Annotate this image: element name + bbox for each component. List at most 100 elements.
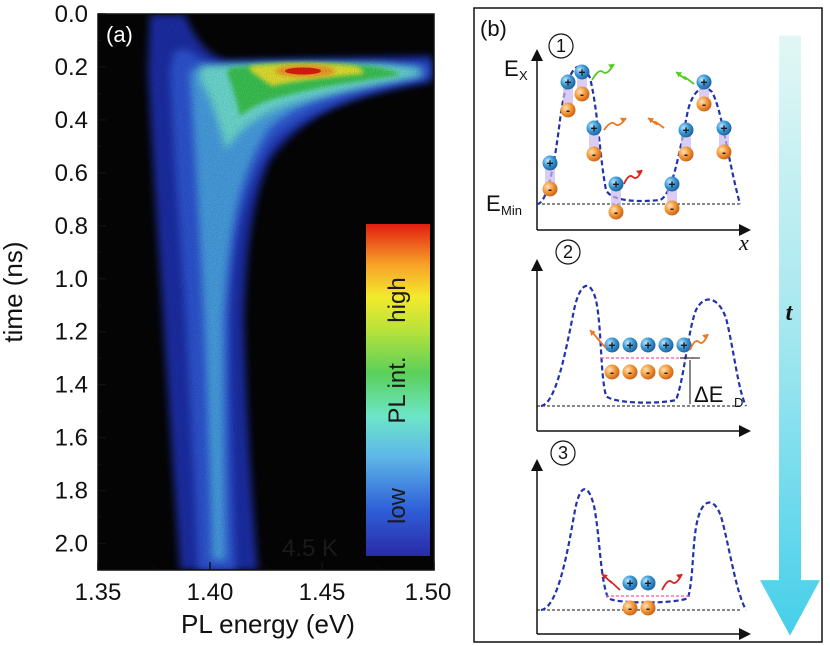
panel-b-label: (b)	[480, 16, 507, 41]
step-3-energy-profile	[540, 488, 747, 612]
step-1-ex-sub: X	[519, 68, 528, 83]
step-2-number: 2	[563, 242, 573, 262]
panel-a: high PL int. low (a) 4.5 K 1.35 1.40 1.45 1…	[0, 1, 451, 639]
step-2-diagram: 2 ΔE D +-+-+-+-+	[531, 239, 751, 437]
exciton-link	[611, 184, 621, 212]
colorbar-high-label: high	[384, 277, 411, 322]
y-axis-ticks: 0.0 0.2 0.4 0.6 0.8 1.0 1.2 1.4 1.6 1.8 2.0	[55, 1, 106, 571]
exciton-link	[681, 130, 691, 154]
hole-ball	[658, 337, 674, 353]
panel-a-label: (a)	[106, 22, 133, 47]
electron-ball	[622, 600, 638, 616]
photon-arrowhead	[608, 64, 614, 70]
photon-arrowhead	[590, 330, 596, 336]
x-tick-label: 1.45	[299, 579, 346, 606]
electron-ball	[586, 146, 602, 162]
photon-arrowhead	[648, 118, 654, 124]
y-tick-label: 2.0	[55, 531, 88, 558]
hole-sign: +	[682, 124, 689, 138]
electron-sign: -	[566, 104, 570, 118]
hole-ball	[622, 575, 638, 591]
hole-ball	[678, 122, 694, 138]
y-tick-label: 1.0	[55, 266, 88, 293]
y-tick-label: 0.8	[55, 213, 88, 240]
hole-sign: +	[700, 76, 707, 90]
y-tick-label: 0.2	[55, 54, 88, 81]
electron-ball	[696, 96, 712, 112]
exciton-link	[589, 128, 599, 154]
electron-sign: -	[628, 366, 632, 380]
step-1-diagram: 1 E X E Min x +-+-+-+- +-+-+-+-+-	[486, 33, 751, 255]
hole-ball	[604, 337, 620, 353]
step-1-ex-label: E	[504, 56, 519, 81]
photon-emission	[591, 63, 615, 81]
step-2-delta-sub: D	[734, 395, 743, 410]
exciton-link	[699, 82, 709, 104]
electron-ball	[574, 86, 590, 102]
y-tick-label: 1.6	[55, 425, 88, 452]
hole-sign: +	[644, 339, 651, 353]
photon-emission	[689, 333, 709, 351]
photon-arrowhead	[602, 574, 608, 580]
x-axis-title: PL energy (eV)	[181, 609, 355, 639]
time-arrow	[760, 35, 820, 636]
electron-ball	[658, 364, 674, 380]
exciton-link	[563, 82, 573, 110]
electron-sign: -	[646, 602, 650, 616]
step-1-energy-profile	[536, 65, 742, 206]
hole-sign: +	[546, 157, 553, 171]
electron-sign: -	[548, 183, 552, 197]
x-tick-label: 1.40	[187, 579, 234, 606]
photon-emission	[675, 71, 695, 85]
step-1-x-label: x	[738, 230, 749, 255]
y-tick-label: 0.6	[55, 160, 88, 187]
electron-ball	[608, 204, 624, 220]
step-1-number: 1	[556, 36, 566, 56]
photon-emission	[601, 573, 621, 591]
y-tick-label: 1.2	[55, 319, 88, 346]
electron-ball	[560, 102, 576, 118]
electron-sign: -	[646, 366, 650, 380]
photon-emission	[647, 117, 665, 129]
electron-ball	[716, 144, 732, 160]
step-3-number: 3	[558, 443, 568, 463]
photon-arrowhead	[702, 334, 708, 340]
colorbar-low-label: low	[384, 487, 411, 524]
exciton-link	[667, 184, 677, 208]
y-tick-label: 0.4	[55, 107, 88, 134]
electron-sign: -	[628, 602, 632, 616]
photon-emission	[603, 117, 627, 131]
step-1-emin-sub: Min	[501, 203, 522, 218]
electron-ball	[664, 200, 680, 216]
colorbar	[366, 224, 430, 556]
electron-sign: -	[664, 366, 668, 380]
hole-sign: +	[662, 339, 669, 353]
hole-sign: +	[680, 339, 687, 353]
step-2-delta-label: ΔE	[694, 382, 723, 407]
electron-sign: -	[592, 148, 596, 162]
panel-b-frame	[473, 7, 823, 643]
electron-sign: -	[670, 202, 674, 216]
step-3-number-circle	[550, 440, 576, 466]
panel-b: (b) t 1 E X E Min x +-+-+-+- +-+-+-+-+- 2	[473, 7, 823, 643]
step-3-diagram: 3 + +- -	[531, 440, 751, 640]
hole-ball	[560, 74, 576, 90]
hole-ball	[676, 337, 692, 353]
hole-sign: +	[626, 577, 633, 591]
hole-ball	[640, 575, 656, 591]
step-2-number-circle	[555, 239, 581, 265]
hole-ball	[542, 155, 558, 171]
electron-ball	[640, 600, 656, 616]
step-1-carriers: +-+-+-+- +-+-+-+-+-	[542, 63, 732, 220]
hole-ball	[574, 64, 590, 80]
electron-sign: -	[684, 148, 688, 162]
step-2-energy-profile	[540, 285, 747, 408]
electron-sign: -	[614, 206, 618, 220]
hole-sign: +	[612, 178, 619, 192]
x-axis-ticks: 1.35 1.40 1.45 1.50	[75, 562, 451, 606]
colorbar-title: PL int.	[384, 356, 411, 423]
electron-ball	[604, 364, 620, 380]
step-2-carriers: +-+-+-+-+	[589, 329, 709, 380]
hole-ball	[640, 337, 656, 353]
hole-sign: +	[644, 577, 651, 591]
